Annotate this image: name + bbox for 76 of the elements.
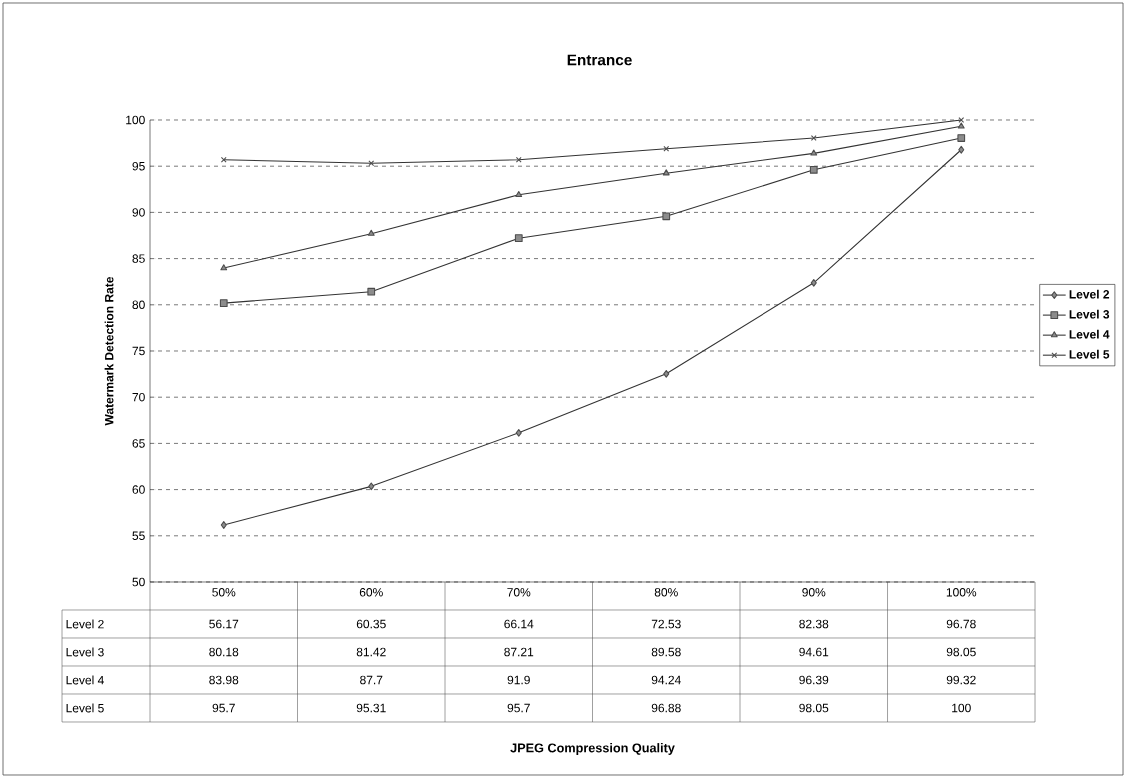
data-label: 91.9 <box>507 675 530 685</box>
data-label: 98.05 <box>946 647 976 657</box>
point <box>957 134 966 142</box>
point <box>220 264 228 271</box>
legend-label: Level 4 <box>1069 329 1110 339</box>
point <box>662 212 671 221</box>
data-label: 87.7 <box>360 675 383 685</box>
text: Level 3 <box>66 647 104 657</box>
data-label: 89.58 <box>651 647 681 657</box>
data-label: 94.24 <box>651 675 681 685</box>
y-tick-label: 50 <box>132 577 145 587</box>
y-tick-label: 85 <box>132 254 145 263</box>
data-label: 95.7 <box>212 703 235 713</box>
x-tick-label: 50% <box>212 588 236 597</box>
point <box>367 229 375 236</box>
y-tick-label: 65 <box>132 439 145 448</box>
data-label: 81.42 <box>356 647 386 657</box>
data-label: 94.61 <box>799 647 829 657</box>
y-tick-label: 90 <box>132 208 145 217</box>
point <box>515 190 523 198</box>
y-axis-title: Watermark Detection Rate <box>104 276 114 426</box>
point <box>367 287 376 296</box>
point <box>810 278 817 287</box>
data-label: 66.14 <box>504 619 534 629</box>
data-label: 98.05 <box>799 703 829 713</box>
data-label: 95.7 <box>507 703 530 713</box>
data-label: 99.32 <box>946 675 976 685</box>
y-tick-label: 80 <box>132 300 145 310</box>
data-label: 95.31 <box>356 703 386 713</box>
point <box>220 156 227 163</box>
legend-label: Level 5 <box>1069 349 1110 359</box>
legend-label: Level 3 <box>1069 309 1110 319</box>
data-label: 96.88 <box>651 703 681 713</box>
point <box>958 145 965 154</box>
text: Level 2 <box>66 619 104 629</box>
data-label: 96.78 <box>946 619 976 629</box>
point <box>220 521 227 529</box>
y-tick-label: 75 <box>132 346 145 356</box>
y-tick-label: 95 <box>132 161 145 171</box>
point <box>368 482 375 491</box>
chart-title: Entrance <box>567 54 632 66</box>
data-label: 82.38 <box>799 619 829 629</box>
x-tick-label: 100% <box>946 588 977 597</box>
point <box>809 165 818 174</box>
point <box>958 117 965 123</box>
y-tick-label: 100 <box>126 115 145 125</box>
data-label: 72.53 <box>651 619 681 629</box>
point <box>219 299 228 308</box>
point <box>957 122 965 129</box>
data-label: 60.35 <box>356 619 386 629</box>
x-tick-label: 60% <box>359 588 383 597</box>
point <box>368 160 375 167</box>
y-tick-label: 55 <box>132 531 145 540</box>
data-label: 87.21 <box>504 647 534 657</box>
point <box>515 428 522 437</box>
point <box>663 369 670 378</box>
x-tick-label: 80% <box>654 588 678 597</box>
legend-label: Level 2 <box>1069 289 1110 299</box>
text: Level 4 <box>66 675 104 685</box>
point <box>515 156 522 163</box>
point <box>810 135 817 141</box>
data-label: 56.17 <box>209 619 239 629</box>
y-tick-label: 70 <box>132 392 145 402</box>
text: Level 5 <box>66 703 104 713</box>
point <box>662 169 670 176</box>
data-label: 96.39 <box>799 675 829 685</box>
x-tick-label: 70% <box>507 588 531 597</box>
data-label: 100 <box>952 703 971 713</box>
point <box>514 234 523 243</box>
point <box>663 145 670 152</box>
text: JPEG Compression Quality <box>510 743 675 755</box>
y-tick-label: 60 <box>132 485 145 494</box>
point <box>810 149 818 156</box>
x-tick-label: 90% <box>802 588 826 597</box>
data-label: 80.18 <box>209 647 239 657</box>
data-label: 83.98 <box>209 675 239 685</box>
